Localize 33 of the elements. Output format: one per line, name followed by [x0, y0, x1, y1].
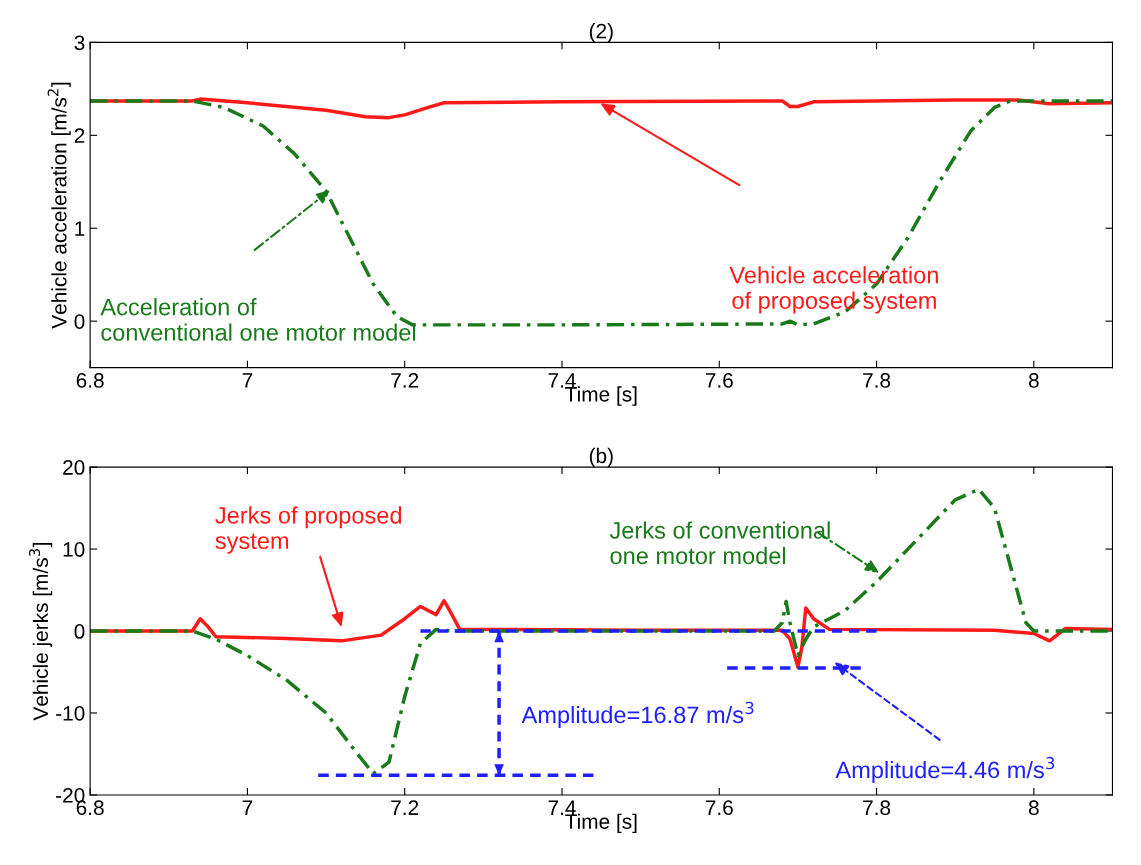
annotation: Vehicle acceleration of proposed system	[729, 266, 938, 314]
x-tick-label: 7.8	[863, 800, 891, 816]
x-axis-title: Time [s]	[565, 813, 637, 834]
y-tick-label: 10	[63, 542, 85, 557]
annotation: Amplitude=16.87 m/s$^{3}$	[521, 701, 754, 728]
x-tick-label: 7.4	[548, 800, 576, 815]
x-tick-label: 7	[242, 373, 253, 388]
x-tick-label: 7	[242, 800, 253, 815]
x-tick-label: 7.2	[391, 373, 419, 388]
x-tick-label: 7.6	[705, 800, 733, 816]
annotation: Jerks of proposed system	[215, 506, 402, 554]
x-tick-label: 8	[1028, 800, 1039, 816]
y-axis-title: Vehicle jerks [m/s$^{3}$]	[29, 543, 53, 721]
y-tick-label: 0	[74, 624, 85, 639]
x-tick-label: 7.6	[705, 373, 733, 388]
annotation: Amplitude=4.46 m/s$^{3}$	[835, 756, 1055, 783]
y-tick-label: 3	[74, 35, 85, 51]
y-tick-label: -10	[56, 705, 85, 721]
x-axis-title: Time [s]	[565, 386, 637, 406]
annotation: Jerks of conventional one motor model	[609, 521, 830, 565]
y-tick-label: 0	[74, 314, 85, 329]
x-tick-label: 6.8	[76, 373, 104, 388]
y-tick-label: 1	[75, 221, 85, 236]
y-tick-label: 2	[74, 128, 85, 143]
chart-title: (2)	[589, 23, 613, 43]
x-tick-label: 7.8	[863, 373, 891, 388]
x-tick-label: 8	[1028, 373, 1039, 388]
x-tick-label: 7.4	[548, 373, 576, 388]
annotation: Acceleration of conventional one motor model	[100, 298, 416, 341]
y-tick-label: 20	[63, 460, 85, 475]
x-tick-label: 7.2	[391, 800, 419, 815]
y-axis-title: Vehicle acceleration [m/s$^{2}$]	[47, 82, 71, 329]
chart-title: (b)	[589, 447, 613, 468]
